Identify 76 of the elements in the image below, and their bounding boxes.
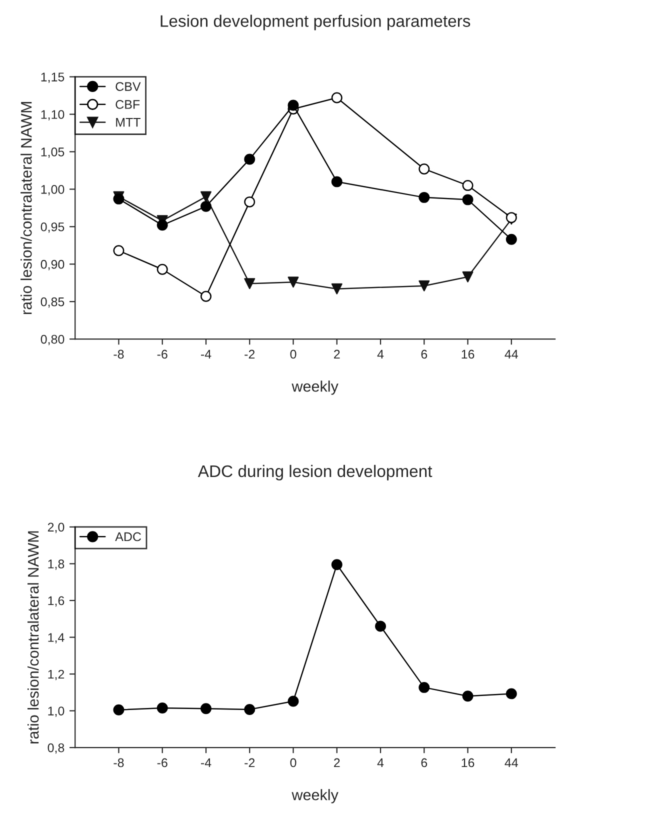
point	[418, 163, 430, 174]
point	[244, 154, 256, 165]
point	[156, 264, 168, 275]
x-tick-label: 44	[504, 350, 518, 359]
point	[200, 703, 212, 714]
point	[506, 234, 517, 245]
x-tick-label: -8	[114, 350, 124, 359]
legend-label: CBF	[116, 100, 140, 109]
point	[375, 620, 386, 632]
point	[200, 191, 212, 202]
y-axis-title: ratio lesion/contralateral NAWM	[20, 102, 32, 314]
point	[331, 559, 342, 570]
legend-label: CBV	[116, 82, 141, 91]
y-tick-label: 0,80	[40, 334, 64, 346]
x-axis-title: weekly	[292, 789, 338, 804]
x-tick-label: -6	[157, 758, 168, 768]
point	[244, 704, 256, 715]
y-tick-label: 1,10	[41, 110, 64, 120]
legend-label: MTT	[116, 118, 140, 127]
x-tick-label: -6	[157, 350, 168, 359]
x-tick-label: -2	[244, 350, 255, 359]
y-tick-label: 1,2	[48, 670, 64, 680]
point	[200, 290, 212, 302]
y-tick-label: 1,6	[48, 596, 64, 607]
legend-label: ADC	[115, 532, 142, 542]
y-axis-title: ratio lesion/contralateral NAWM	[28, 531, 39, 744]
point	[113, 704, 124, 716]
x-tick-label: 2	[334, 758, 340, 768]
y-tick-label: 0,8	[48, 743, 64, 754]
point	[244, 278, 256, 290]
x-tick-label: 6	[421, 758, 428, 768]
x-tick-label: 16	[462, 758, 474, 768]
point	[156, 220, 168, 231]
point	[331, 92, 342, 104]
chart-title: ADC during lesion development	[198, 464, 432, 480]
point	[462, 180, 474, 191]
x-tick-label: 2	[334, 350, 340, 359]
y-tick-label: 0,95	[40, 222, 64, 233]
point	[331, 176, 342, 188]
chart-title: Lesion development perfusion parameters	[160, 14, 470, 30]
x-tick-label: 0	[290, 350, 296, 359]
point	[418, 280, 430, 292]
x-tick-label: -8	[114, 758, 124, 768]
y-tick-label: 1,4	[48, 633, 64, 644]
point	[288, 696, 299, 707]
point	[288, 276, 299, 288]
x-tick-label: 4	[377, 350, 384, 359]
point	[288, 100, 299, 111]
point	[156, 702, 168, 714]
y-tick-label: 2,0	[48, 522, 64, 534]
point	[462, 271, 474, 282]
y-tick-label: 1,15	[41, 72, 64, 83]
y-tick-label: 1,05	[41, 148, 64, 158]
point	[462, 690, 474, 702]
y-tick-label: 1,8	[48, 560, 64, 570]
x-tick-label: 4	[377, 758, 384, 768]
x-tick-label: -4	[200, 758, 212, 768]
x-tick-label: 0	[290, 758, 296, 768]
x-axis-title: weekly	[292, 380, 338, 395]
point	[331, 283, 342, 294]
point	[244, 196, 256, 208]
point	[200, 200, 212, 212]
x-tick-label: 6	[421, 350, 428, 359]
x-tick-label: 16	[462, 350, 474, 359]
x-tick-label: -2	[244, 758, 255, 768]
y-tick-label: 0,85	[40, 297, 64, 308]
point	[418, 192, 430, 203]
point	[462, 194, 474, 206]
y-tick-label: 1,00	[41, 184, 64, 196]
x-tick-label: -4	[200, 350, 212, 359]
point	[418, 682, 430, 693]
point	[506, 688, 517, 700]
y-tick-label: 1,0	[48, 706, 64, 717]
point	[113, 245, 124, 256]
y-tick-label: 0,90	[40, 260, 64, 270]
x-tick-label: 44	[504, 758, 518, 768]
